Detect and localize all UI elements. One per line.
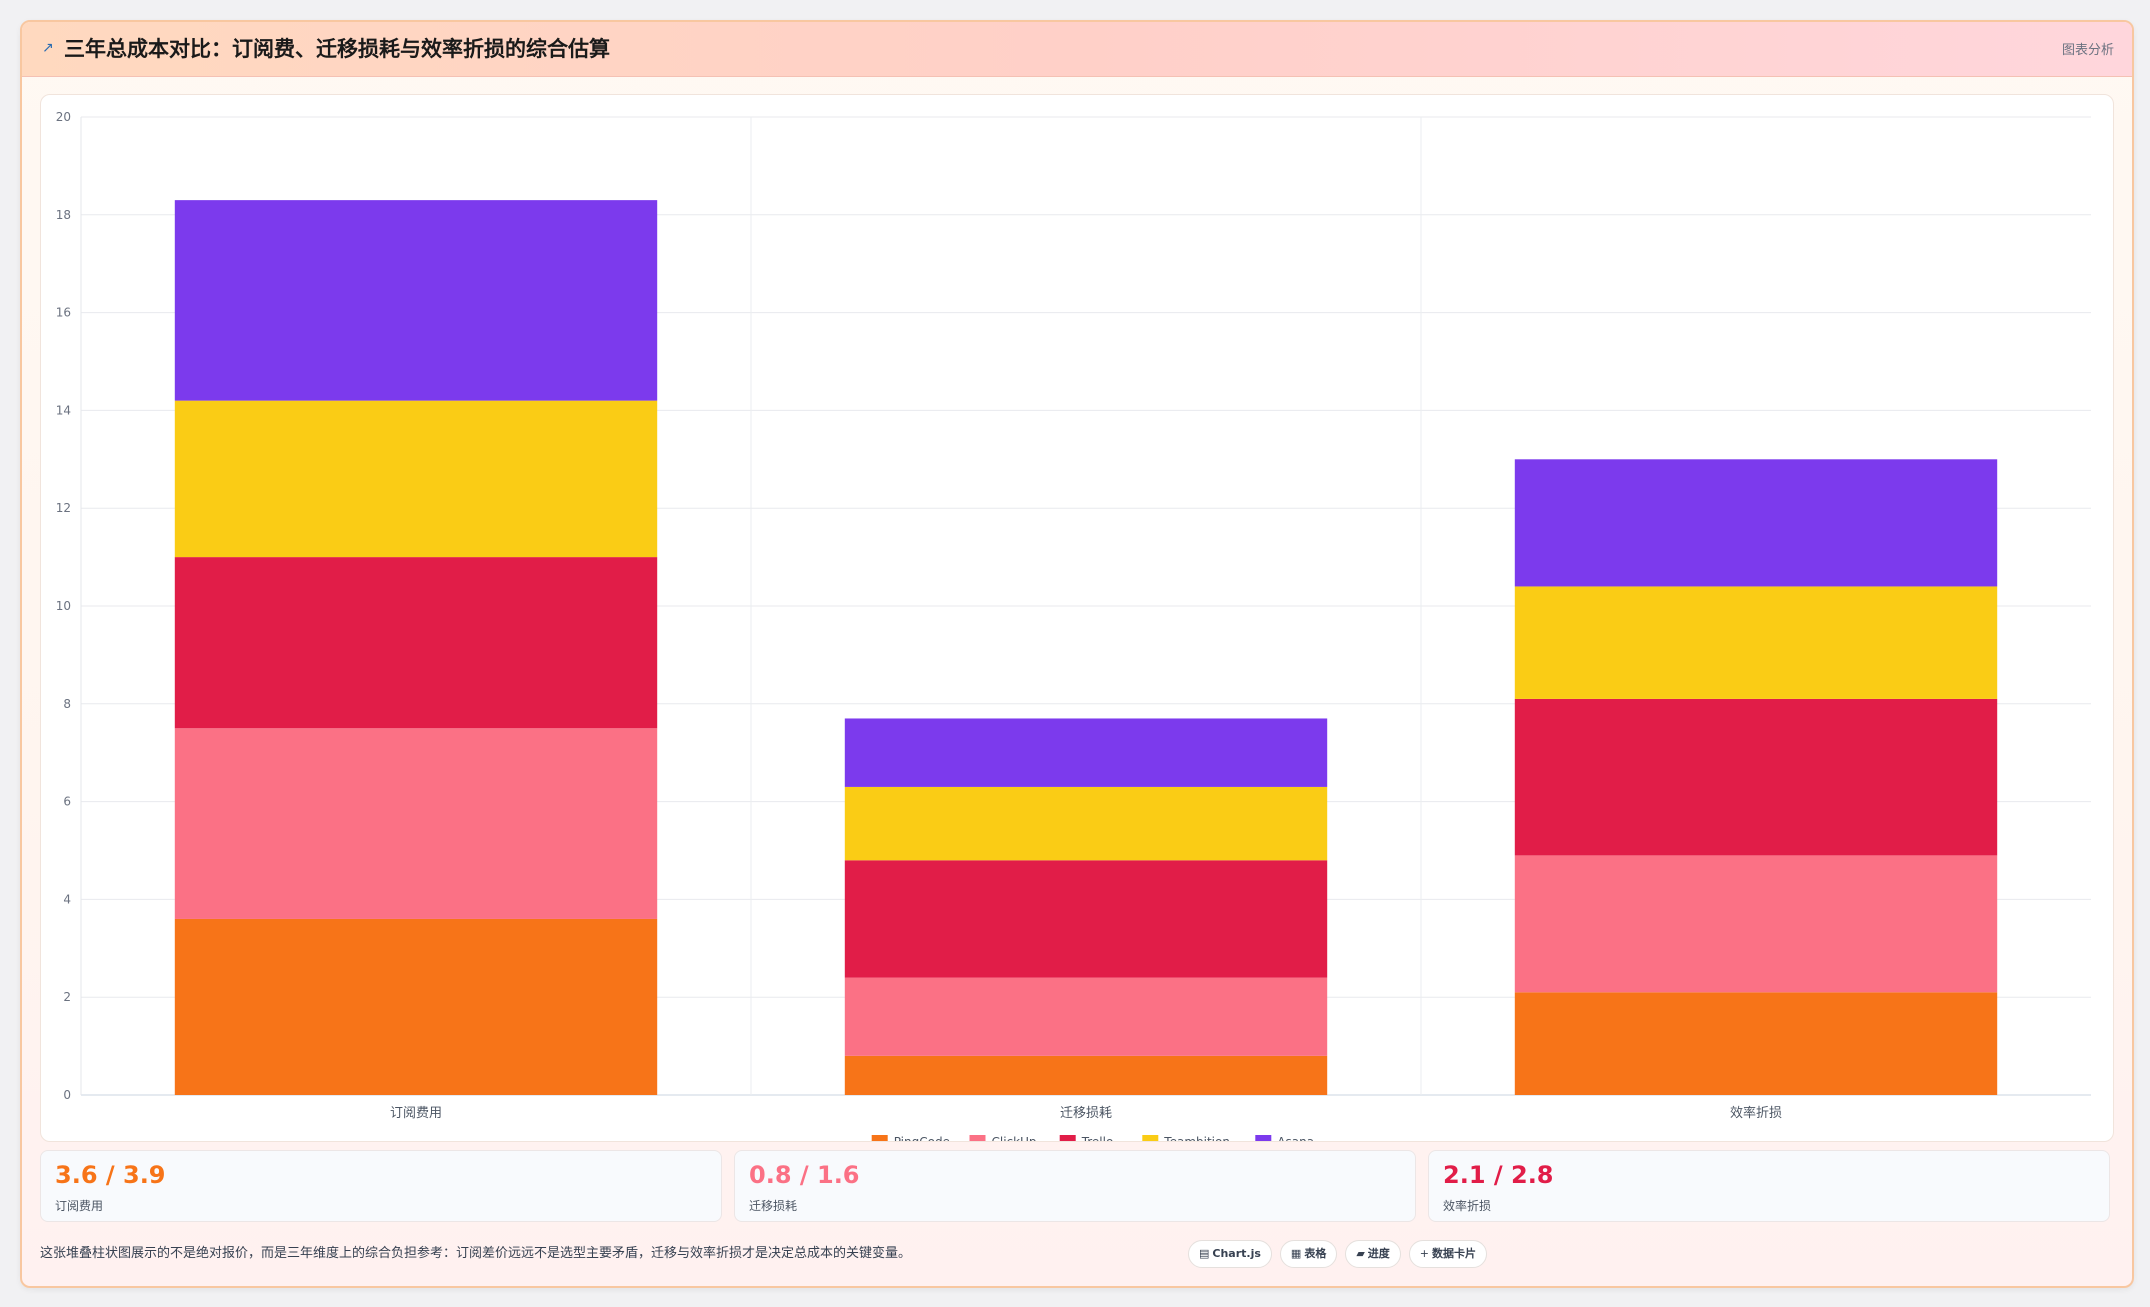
stat-label: 迁移损耗 [749, 1199, 798, 1213]
legend-label: Trello [1081, 1135, 1114, 1141]
bar-segment [174, 728, 658, 919]
bar-segment [844, 1055, 1328, 1095]
bar-segment [174, 918, 658, 1095]
chip-label: 数据卡片 [1432, 1247, 1477, 1260]
legend-swatch [969, 1135, 986, 1148]
y-tick-label: 2 [63, 990, 71, 1004]
stat-value: 2.1 / 2.8 [1443, 1161, 1554, 1189]
chip-label: 进度 [1367, 1247, 1390, 1260]
stat-value: 0.8 / 1.6 [749, 1161, 860, 1189]
x-tick-label: 迁移损耗 [1060, 1106, 1112, 1121]
y-tick-label: 4 [63, 892, 71, 906]
legend-label: Teambition [1163, 1135, 1230, 1141]
chip-bar: ▤ Chart.js ▦ 表格 ▰ 进度 + 数据卡片 [1188, 1240, 1488, 1268]
bar-segment [844, 860, 1328, 978]
chip-progress[interactable]: ▰ 进度 [1345, 1240, 1401, 1268]
bar-segment [844, 718, 1328, 787]
bar-segment [174, 200, 658, 401]
chip-table[interactable]: ▦ 表格 [1279, 1240, 1338, 1268]
y-tick-label: 14 [56, 403, 71, 417]
bar-segment [844, 977, 1328, 1056]
chip-data-card[interactable]: + 数据卡片 [1408, 1240, 1488, 1268]
chart-icon: ↗ [42, 40, 54, 56]
legend-label: ClickUp [992, 1135, 1037, 1141]
legend-swatch [871, 1135, 888, 1148]
stacked-bar-chart: 0 2 4 6 8 10 12 14 16 18 20 订阅费用 迁移损耗 效率折损 PingCode Cl… [56, 110, 2091, 1149]
bar-segment [174, 400, 658, 558]
y-tick-label: 12 [56, 501, 71, 515]
stat-label: 订阅费用 [55, 1199, 104, 1213]
chart-analysis-tag[interactable]: 图表分析 [2061, 43, 2114, 58]
stat-label: 效率折损 [1443, 1199, 1492, 1213]
table-icon: ▦ [1290, 1247, 1302, 1260]
legend-swatch [1059, 1135, 1076, 1148]
legend-swatch [1142, 1135, 1159, 1148]
progress-icon: ▰ [1356, 1247, 1365, 1260]
chip-label: 表格 [1304, 1247, 1327, 1260]
bar-segment [1514, 586, 1998, 699]
chart-icon: ▤ [1199, 1247, 1210, 1260]
y-tick-label: 6 [63, 795, 71, 809]
legend-label: PingCode [894, 1135, 950, 1141]
page-title: 三年总成本对比：订阅费、迁移损耗与效率折损的综合估算 [64, 37, 610, 61]
footer-note: 这张堆叠柱状图展示的不是绝对报价，而是三年维度上的综合负担参考：订阅差价远远不是… [40, 1246, 912, 1261]
stat-card-migration: 0.8 / 1.6 迁移损耗 [734, 1150, 1416, 1222]
y-tick-label: 18 [56, 208, 71, 222]
y-tick-label: 16 [56, 306, 71, 320]
x-tick-label: 效率折损 [1730, 1105, 1782, 1121]
legend-swatch [1255, 1135, 1272, 1148]
chip-label: Chart.js [1212, 1247, 1261, 1260]
y-tick-label: 0 [63, 1088, 71, 1102]
bar-segment [1514, 992, 1998, 1095]
stat-card-efficiency: 2.1 / 2.8 效率折损 [1428, 1150, 2110, 1222]
chip-chartjs[interactable]: ▤ Chart.js [1188, 1240, 1272, 1268]
x-tick-label: 订阅费用 [390, 1106, 442, 1121]
y-tick-label: 8 [63, 697, 71, 711]
plus-icon: + [1419, 1247, 1430, 1260]
bar-segment [1514, 855, 1998, 993]
chart-card: ↗ 三年总成本对比：订阅费、迁移损耗与效率折损的综合估算 图表分析 0 2 4 6 8 1… [20, 20, 2134, 1288]
chart-panel: 0 2 4 6 8 10 12 14 16 18 20 订阅费用 迁移损耗 效率折损 PingCode Cl… [40, 94, 2114, 1149]
bar-segment [1514, 459, 1998, 587]
bar-segment [844, 786, 1328, 861]
bar-segment [1514, 698, 1998, 856]
y-tick-label: 10 [56, 599, 71, 613]
y-tick-label: 20 [56, 110, 71, 124]
legend-label: Asana [1277, 1135, 1314, 1141]
stat-value: 3.6 / 3.9 [55, 1161, 166, 1189]
card-header: ↗ 三年总成本对比：订阅费、迁移损耗与效率折损的综合估算 图表分析 [22, 22, 2132, 77]
stat-card-subscription: 3.6 / 3.9 订阅费用 [40, 1150, 722, 1222]
bar-segment [174, 557, 658, 729]
